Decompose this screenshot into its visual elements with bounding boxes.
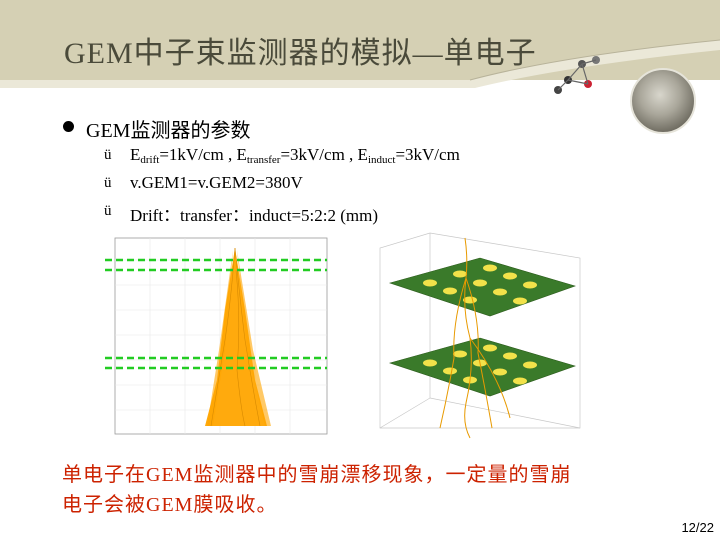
bullet-dot-icon [63, 121, 74, 132]
institute-logo-icon [554, 56, 600, 94]
portrait-image [630, 68, 696, 134]
page-title: GEM中子束监测器的模拟—单电子 [64, 37, 537, 70]
bullet-heading: GEM监测器的参数 [86, 120, 251, 142]
avalanche-drift-plot [95, 230, 335, 442]
check-icon: ü [104, 175, 112, 191]
caption-line-1: 单电子在GEM监测器中的雪崩漂移现象，一定量的雪崩 [62, 464, 572, 486]
caption-line-2: 电子会被GEM膜吸收。 [62, 494, 278, 516]
gem-3d-plot [370, 228, 590, 442]
param-voltage-line: v.GEM1=v.GEM2=380V [130, 173, 303, 192]
page-number: 12/22 [681, 520, 714, 535]
check-icon: ü [104, 203, 112, 219]
check-icon: ü [104, 147, 112, 163]
param-field-line: Edrift=1kV/cm , Etransfer=3kV/cm , Eindu… [130, 145, 460, 166]
param-ratio-line: Drift：transfer：induct=5:2:2 (mm) [130, 206, 379, 225]
title-decoration [0, 0, 720, 88]
